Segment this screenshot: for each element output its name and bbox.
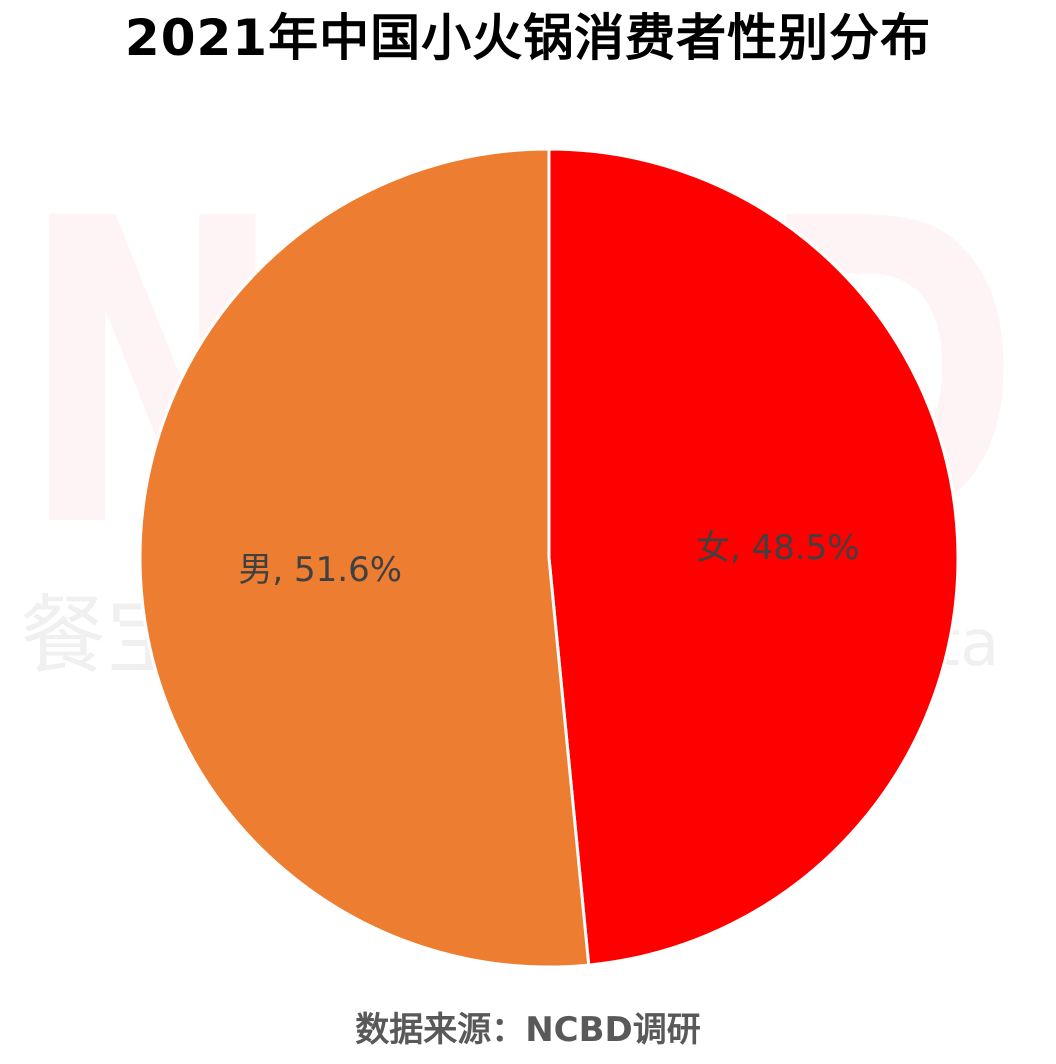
pie-chart-area: 女, 48.5% 男, 51.6%: [0, 120, 1056, 1000]
pie-slice-2: [138, 147, 591, 969]
pie-slice-1: [547, 147, 960, 967]
data-source: 数据来源：NCBD调研: [355, 1010, 701, 1050]
pie-slice-label-1: 女, 48.5%: [696, 528, 860, 568]
pie-slice-label-2: 男, 51.6%: [238, 550, 402, 590]
pie-chart: 女, 48.5% 男, 51.6%: [138, 147, 960, 969]
chart-title: 2021年中国小火锅消费者性别分布: [124, 9, 932, 67]
